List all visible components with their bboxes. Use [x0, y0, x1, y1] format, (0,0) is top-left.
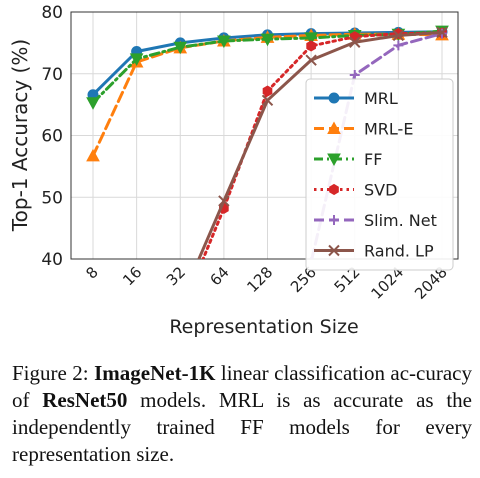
data-point [328, 244, 340, 257]
data-point [327, 121, 341, 134]
caption-model: ResNet50 [42, 388, 128, 412]
data-point [304, 32, 318, 45]
legend-box [305, 78, 454, 271]
data-point [393, 40, 404, 51]
data-point [329, 215, 339, 225]
data-point [260, 33, 275, 47]
data-point [305, 54, 317, 66]
x-tick-label: 64 [206, 263, 232, 289]
y-tick-label: 60 [41, 127, 63, 147]
figure-caption: Figure 2: ImageNet-1K linear classificat… [12, 360, 472, 468]
series-layer [86, 25, 449, 307]
legend-label: Slim. Net [364, 211, 437, 230]
data-point [218, 195, 230, 207]
legend-entry: Slim. Net [314, 211, 437, 230]
data-point [327, 153, 341, 167]
caption-dataset: ImageNet-1K [94, 361, 216, 385]
data-point [436, 26, 448, 39]
x-tick-label: 128 [243, 263, 276, 296]
legend-label: MRL-E [364, 120, 413, 139]
y-tick-label: 40 [41, 250, 63, 270]
y-tick-labels: 40 50 60 70 80 [41, 3, 63, 270]
caption-text-2: models. MRL is as accurate as the indepe… [12, 388, 472, 466]
legend-label: Rand. LP [364, 242, 434, 261]
data-point [306, 40, 316, 52]
data-point [349, 36, 361, 48]
legend-label: SVD [364, 181, 397, 200]
x-tick-label: 32 [163, 263, 189, 289]
y-axis-label: Top-1 Accuracy (%) [8, 39, 32, 232]
data-point [175, 297, 185, 307]
legend: MRL MRL-E FF SVD Slim. Net Rand. LP [305, 78, 454, 271]
data-point [328, 92, 340, 104]
data-point [217, 35, 231, 49]
data-point [329, 183, 339, 196]
plot-frame [70, 11, 459, 260]
y-tick-label: 70 [41, 65, 63, 85]
data-point [262, 85, 273, 97]
legend-entry: Rand. LP [314, 242, 434, 261]
x-tick-label: 8 [82, 263, 101, 282]
data-point [86, 148, 100, 162]
data-point [129, 53, 144, 66]
y-tick-label: 80 [41, 3, 63, 23]
data-point [392, 29, 405, 42]
caption-text-1: linear classification ac-curacy of [12, 361, 472, 412]
legend-entry: SVD [314, 181, 397, 200]
x-tick-label: 16 [119, 263, 145, 289]
y-tick-label: 50 [41, 188, 63, 208]
data-point [261, 94, 274, 107]
data-point [173, 41, 188, 55]
legend-entry: MRL [314, 89, 398, 108]
data-point [86, 97, 100, 110]
data-point [349, 69, 360, 80]
legend-entry: MRL-E [314, 120, 413, 139]
legend-entry: FF [314, 150, 382, 169]
x-axis-label: Representation Size [169, 316, 358, 338]
series-rand-lp [175, 26, 448, 307]
legend-label: FF [364, 150, 382, 169]
legend-label: MRL [364, 89, 398, 108]
caption-label: Figure 2: [12, 361, 89, 385]
